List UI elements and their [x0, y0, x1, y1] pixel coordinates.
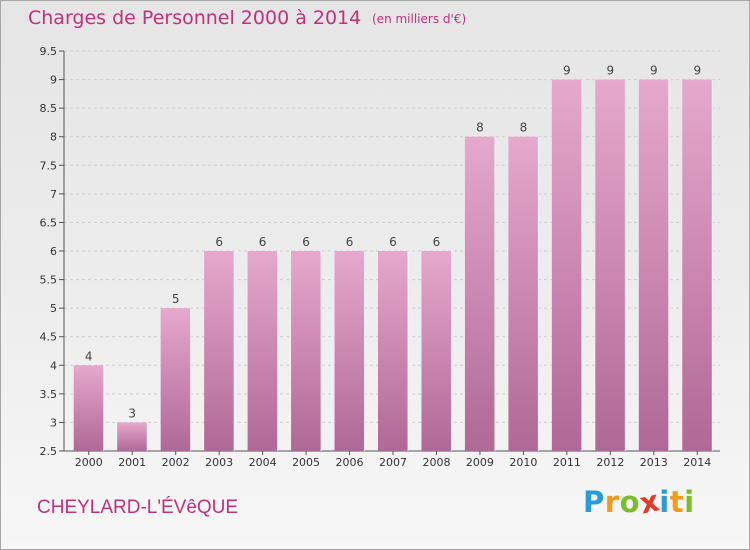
logo-letter: t	[669, 485, 685, 519]
x-tick-label: 2000	[75, 456, 103, 469]
y-tick-label: 9.5	[40, 45, 58, 58]
logo-letter: i	[684, 485, 695, 519]
bar	[638, 79, 669, 452]
bar	[464, 136, 495, 451]
chart-title: Charges de Personnel 2000 à 2014	[28, 7, 362, 29]
y-tick-label: 3.5	[40, 388, 58, 401]
data-label: 9	[693, 64, 701, 78]
logo-letter: o	[619, 485, 641, 519]
proxiti-logo[interactable]: Proxiti	[583, 483, 695, 520]
y-tick-label: 4.5	[40, 331, 58, 344]
logo-letter: i	[659, 485, 670, 519]
x-tick-label: 2013	[640, 456, 668, 469]
data-label: 9	[650, 64, 658, 78]
bar	[117, 422, 148, 451]
data-label: 6	[346, 235, 354, 249]
bar	[334, 251, 365, 451]
x-tick-label: 2007	[379, 456, 407, 469]
data-label: 8	[476, 121, 484, 135]
bar	[378, 251, 408, 451]
bar	[551, 79, 582, 452]
data-label: 6	[259, 235, 267, 249]
y-tick-label: 8	[50, 131, 57, 144]
x-tick-label: 2003	[205, 456, 233, 469]
x-tick-label: 2004	[249, 456, 277, 469]
x-tick-label: 2008	[422, 456, 450, 469]
bar	[160, 308, 191, 451]
data-label: 8	[520, 121, 528, 135]
logo-letter: r	[604, 485, 620, 519]
bar	[508, 136, 539, 451]
data-label: 6	[389, 235, 397, 249]
bar	[421, 251, 452, 451]
data-label: 4	[85, 349, 93, 363]
x-tick-label: 2012	[596, 456, 624, 469]
x-tick-label: 2005	[292, 456, 320, 469]
x-tick-label: 2010	[509, 456, 537, 469]
data-label: 3	[128, 406, 136, 420]
bar	[247, 251, 278, 451]
y-tick-label: 3	[50, 416, 57, 429]
bar	[204, 251, 235, 451]
commune-name: CHEYLARD-L'ÉVêQUE	[37, 497, 239, 518]
chart-subtitle: (en milliers d'€)	[372, 12, 467, 26]
logo-letter: P	[583, 485, 605, 519]
bar	[73, 365, 104, 451]
bar	[291, 251, 322, 451]
y-tick-label: 8.5	[40, 102, 58, 115]
y-tick-label: 5.5	[40, 274, 58, 287]
x-tick-label: 2006	[336, 456, 364, 469]
y-tick-label: 2.5	[40, 445, 58, 458]
bar	[595, 79, 626, 452]
y-tick-label: 6.5	[40, 216, 58, 229]
data-label: 9	[563, 64, 571, 78]
data-label: 9	[607, 64, 615, 78]
y-tick-label: 6	[50, 245, 57, 258]
y-tick-label: 9	[50, 74, 57, 87]
y-tick-label: 5	[50, 302, 57, 315]
y-tick-label: 7.5	[40, 159, 58, 172]
x-tick-label: 2009	[466, 456, 494, 469]
bars	[73, 79, 713, 452]
x-tick-label: 2002	[162, 456, 190, 469]
data-label: 6	[215, 235, 223, 249]
data-label: 5	[172, 292, 180, 306]
x-tick-label: 2014	[683, 456, 711, 469]
x-tick-label: 2011	[553, 456, 581, 469]
y-tick-label: 4	[50, 359, 57, 372]
x-tick-label: 2001	[118, 456, 146, 469]
data-label: 6	[302, 235, 310, 249]
y-tick-label: 7	[50, 188, 57, 201]
data-label: 6	[433, 235, 441, 249]
bar	[682, 79, 713, 452]
labels: 4 3 5 6 6 6 6 6 6 8 8 9 9 9 9	[85, 64, 701, 421]
